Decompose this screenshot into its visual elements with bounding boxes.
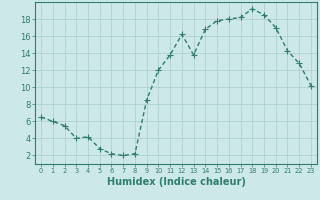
X-axis label: Humidex (Indice chaleur): Humidex (Indice chaleur) xyxy=(107,177,245,187)
